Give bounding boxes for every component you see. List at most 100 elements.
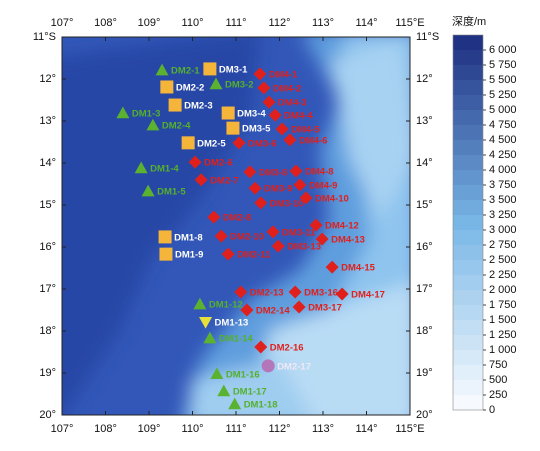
station-marker <box>159 247 173 261</box>
colorbar-tick-label: 750 <box>489 359 507 371</box>
station-marker <box>257 81 271 95</box>
bathymetry <box>62 37 410 415</box>
y-tick-label: 20° <box>416 409 433 421</box>
colorbar-tick-label: 2 750 <box>489 239 517 251</box>
station-marker <box>199 316 213 329</box>
station-marker <box>234 285 248 299</box>
colorbar-step <box>453 125 483 140</box>
colorbar-step <box>453 110 483 125</box>
station-label: DM3-10 <box>270 198 304 209</box>
colorbar-tick-label: 1 250 <box>489 329 517 341</box>
colorbar-step <box>453 395 483 410</box>
station-label: DM1-13 <box>215 318 249 329</box>
colorbar-step <box>453 185 483 200</box>
station-marker <box>221 247 235 261</box>
colorbar-tick-label: 250 <box>489 389 507 401</box>
station-marker <box>214 229 228 243</box>
station-label: DM3-8 <box>259 167 288 178</box>
station-marker <box>268 108 282 122</box>
y-tick-label: 11°S <box>33 31 56 43</box>
colorbar-step <box>453 50 483 65</box>
station-marker <box>207 210 221 224</box>
x-tick-label: 112° <box>269 423 291 435</box>
station-marker <box>203 331 217 344</box>
station-marker <box>254 340 268 354</box>
station-label: DM4-5 <box>291 124 320 135</box>
colorbar-step <box>453 95 483 110</box>
colorbar-step <box>453 380 483 395</box>
station-marker <box>299 191 313 205</box>
colorbar-tick-label: 3 250 <box>489 209 517 221</box>
station-marker <box>292 300 306 314</box>
colorbar-step <box>453 215 483 230</box>
y-tick-label: 13° <box>39 115 56 127</box>
station-marker <box>271 239 285 253</box>
station-label: DM1-14 <box>219 334 254 345</box>
station-label: DM4-3 <box>278 98 307 109</box>
station-marker <box>193 297 207 310</box>
colorbar-step <box>453 155 483 170</box>
colorbar-tick-label: 3 000 <box>489 224 517 236</box>
station-label: DM3-6 <box>248 138 277 149</box>
station-label: DM2-7 <box>210 175 239 186</box>
station-marker <box>283 133 297 147</box>
colorbar-frame <box>452 34 484 411</box>
colorbar-tick-label: 0 <box>489 404 495 416</box>
station-label: DM3-13 <box>287 242 321 253</box>
colorbar-step <box>453 365 483 380</box>
y-tick-label: 14° <box>416 157 433 169</box>
colorbar-step <box>453 200 483 215</box>
station-marker <box>325 260 339 274</box>
colorbar-tick-label: 4 750 <box>489 119 517 131</box>
colorbar-step <box>453 230 483 245</box>
station-label: DM1-5 <box>157 187 186 198</box>
y-tick-label: 19° <box>39 367 56 379</box>
colorbar-step <box>453 170 483 185</box>
station-marker <box>210 367 224 380</box>
station-label: DM2-8 <box>223 213 252 224</box>
colorbar-tick-label: 3 500 <box>489 194 517 206</box>
station-marker <box>240 303 254 317</box>
station-marker <box>253 67 267 81</box>
station-marker <box>262 95 276 109</box>
y-tick-label: 19° <box>416 367 433 379</box>
y-tick-label: 15° <box>416 199 433 211</box>
station-label: DM4-8 <box>305 166 334 177</box>
station-label: DM4-4 <box>284 111 313 122</box>
colorbar-tick-label: 6 000 <box>489 44 517 56</box>
x-tick-label: 109° <box>138 17 161 29</box>
colorbar-step <box>453 65 483 80</box>
colorbar-tick-label: 4 250 <box>489 149 517 161</box>
station-label: DM3-5 <box>242 124 271 135</box>
colorbar-step <box>453 290 483 305</box>
station-marker <box>289 164 303 178</box>
x-tick-label: 112° <box>269 17 291 29</box>
station-marker <box>221 106 235 120</box>
station-label: DM1-16 <box>226 369 260 380</box>
station-marker <box>248 181 262 195</box>
station-marker <box>228 397 242 410</box>
x-tick-label: 113° <box>312 17 334 29</box>
colorbar-tick-label: 2 250 <box>489 269 517 281</box>
station-label: DM3-16 <box>304 287 338 298</box>
colorbar-step <box>453 140 483 155</box>
station-marker <box>168 98 182 112</box>
colorbar-tick-label: 2 000 <box>489 284 517 296</box>
y-tick-label: 12° <box>416 73 433 85</box>
station-marker <box>146 118 160 131</box>
colorbar-step <box>453 275 483 290</box>
x-tick-label: 114° <box>356 423 378 435</box>
station-label: DM2-6 <box>204 158 233 169</box>
x-tick-label: 108° <box>94 423 117 435</box>
station-label: DM1-4 <box>150 164 179 175</box>
y-tick-label: 11°S <box>416 31 439 43</box>
x-tick-label: 109° <box>138 423 161 435</box>
x-tick-label: 111° <box>225 17 246 29</box>
station-marker <box>160 80 174 94</box>
station-label: DM2-11 <box>237 250 271 261</box>
station-label: DM4-17 <box>351 290 385 301</box>
station-label: DM4-10 <box>315 193 349 204</box>
station-label: DM3-1 <box>219 64 248 75</box>
station-marker <box>209 77 223 90</box>
